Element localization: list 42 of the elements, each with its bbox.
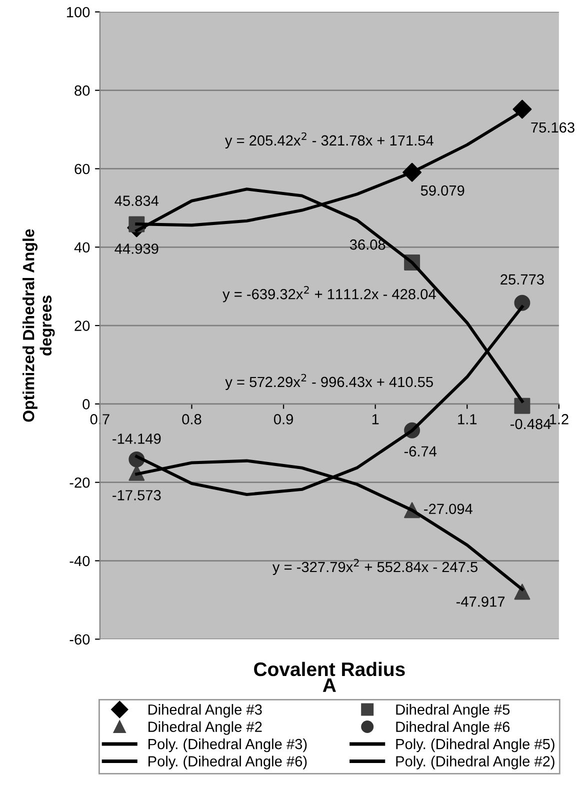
y-tick-label: -60 — [70, 634, 90, 645]
y-axis-title: Optimized Dihedral Angle degrees — [22, 229, 55, 422]
x-tick-label: 1 — [372, 414, 379, 424]
legend-label: Dihedral Angle #3 — [148, 704, 262, 718]
data-label: -0.484 — [510, 418, 551, 430]
y-tick-label: 80 — [74, 85, 90, 96]
legend-label: Poly. (Dihedral Angle #5) — [396, 738, 554, 752]
legend-label: Dihedral Angle #5 — [396, 704, 510, 718]
y-tick-label: -20 — [70, 477, 90, 488]
annotation: y = -327.79x$^{2}$ + 552.84x - 247.5 — [272, 558, 478, 576]
y-tick-label: 100 — [66, 7, 90, 18]
annotation: y = 572.29x$^{2}$ - 996.43x + 410.55 — [225, 374, 433, 390]
y-tick-label: 40 — [74, 242, 90, 253]
x-tick-label: 1.1 — [458, 414, 477, 424]
x-tick-label: 0.9 — [274, 414, 293, 424]
legend-label: Poly. (Dihedral Angle #6) — [148, 756, 307, 770]
legend-label: Dihedral Angle #2 — [148, 721, 262, 735]
data-label: 25.773 — [500, 274, 544, 285]
annotation: y = -639.32x$^{2}$ + 1111.2x - 428.04 — [222, 286, 436, 302]
y-tick-label: 60 — [74, 164, 90, 174]
text: A — [322, 678, 336, 692]
x-tick-label: 0.8 — [182, 414, 202, 424]
data-label: -14.149 — [112, 434, 161, 444]
annotation: y = 205.42x$^{2}$ - 321.78x + 171.54 — [224, 132, 434, 149]
legend-label: Dihedral Angle #6 — [396, 721, 510, 735]
x-tick-label: 1.2 — [550, 414, 568, 424]
y-tick-label: 0 — [82, 399, 90, 410]
x-tick-label: 0.7 — [90, 414, 110, 424]
data-label: 44.939 — [114, 244, 158, 254]
point — [514, 398, 530, 414]
data-label: 45.834 — [114, 196, 159, 206]
data-label: -6.74 — [404, 446, 437, 457]
data-label: 75.163 — [531, 122, 574, 133]
data-label: -27.094 — [424, 504, 472, 514]
data-label: -17.573 — [112, 490, 161, 500]
data-label: 59.079 — [420, 185, 464, 196]
data-label: -47.917 — [456, 596, 505, 607]
y-tick-label: 20 — [74, 320, 90, 331]
legend-label: Poly. (Dihedral Angle #3) — [148, 738, 307, 752]
y-tick-label: -40 — [70, 556, 90, 566]
x-axis-title: Covalent Radius — [254, 662, 405, 676]
legend-label: Poly. (Dihedral Angle #2) — [396, 756, 554, 770]
